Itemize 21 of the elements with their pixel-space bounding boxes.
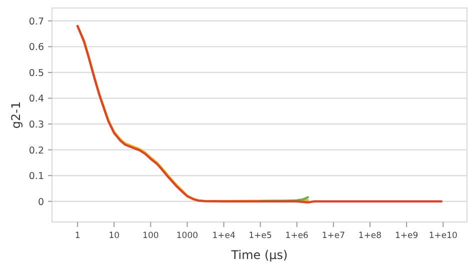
y-tick-label: 0.5: [28, 68, 44, 79]
x-axis-title: Time (µs): [230, 248, 288, 262]
x-tick-label: 1+e4: [212, 231, 236, 241]
y-axis-title: g2-1: [9, 101, 23, 129]
x-tick-label: 1+e10: [428, 231, 458, 241]
x-tick-label: 10: [108, 231, 120, 241]
y-tick-label: 0.3: [28, 120, 44, 131]
x-tick-label: 1000: [176, 231, 198, 241]
x-tick-label: 1+e7: [322, 231, 346, 241]
y-tick-label: 0.4: [28, 94, 44, 105]
y-tick-label: 0.2: [28, 145, 44, 156]
x-tick-label: 1+e5: [248, 231, 272, 241]
y-tick-label: 0.6: [28, 42, 44, 54]
x-tick-label: 100: [142, 231, 159, 241]
y-tick-label: 0.1: [28, 171, 44, 182]
x-tick-label: 1+e6: [285, 231, 308, 241]
y-tick-label: 0: [38, 196, 44, 208]
x-tick-label: 1+e8: [358, 231, 382, 241]
x-tick-label: 1+e9: [394, 231, 418, 241]
y-tick-label: 0.7: [28, 16, 44, 28]
x-tick-label: 1: [74, 231, 80, 241]
